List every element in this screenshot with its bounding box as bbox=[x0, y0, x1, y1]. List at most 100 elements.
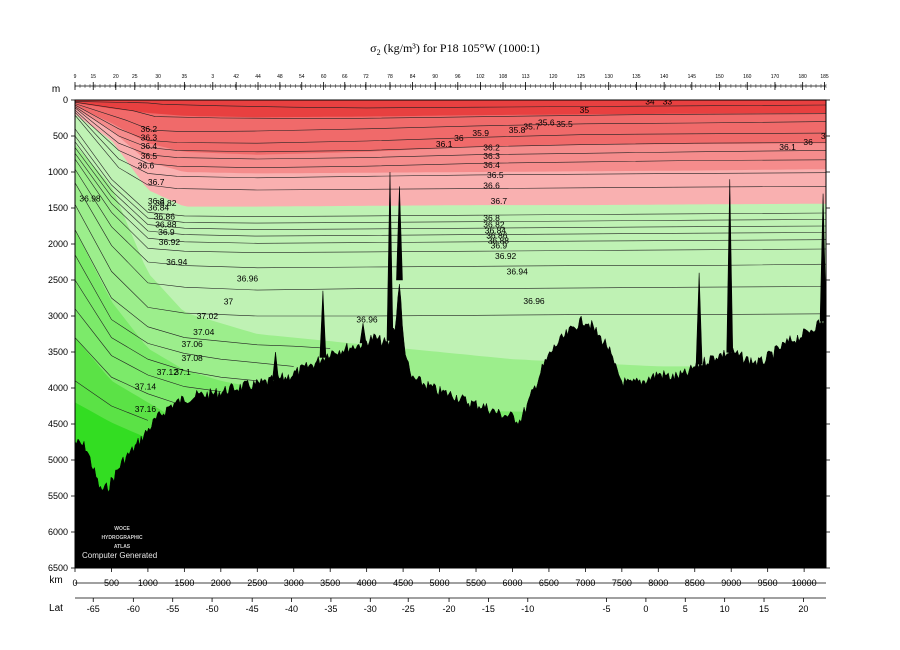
x-tick-label-16: 8000 bbox=[648, 578, 668, 588]
station-label-10: 54 bbox=[299, 74, 305, 80]
lat-tick-label-12: -5 bbox=[603, 604, 611, 614]
lat-axis-label: Lat bbox=[49, 603, 63, 614]
contour-label-42: 36.94 bbox=[166, 257, 188, 267]
contour-label-38: 36.86 bbox=[154, 212, 176, 222]
lat-tick-label-14: 5 bbox=[683, 604, 688, 614]
x-tick-label-6: 3000 bbox=[284, 578, 304, 588]
contour-label-33: 36.7 bbox=[148, 177, 165, 187]
isopycnal-line-22 bbox=[75, 337, 185, 407]
seamount-spike-6 bbox=[726, 179, 734, 353]
x-tick-label-14: 7000 bbox=[575, 578, 595, 588]
contour-label-10: 36.2 bbox=[483, 143, 500, 153]
x-tick-label-12: 6000 bbox=[502, 578, 522, 588]
station-label-8: 44 bbox=[255, 74, 261, 80]
isopycnal-line-7 bbox=[75, 111, 826, 179]
contour-label-8: 36 bbox=[454, 133, 464, 143]
station-label-28: 160 bbox=[743, 74, 752, 80]
isopycnal-line-0 bbox=[75, 101, 826, 109]
contour-label-41: 36.92 bbox=[159, 237, 181, 247]
contour-label-16: 36.8 bbox=[483, 213, 500, 223]
seamount-spike-7 bbox=[819, 193, 826, 322]
lat-tick-label-0: -65 bbox=[87, 604, 100, 614]
isopycnal-line-20 bbox=[75, 279, 258, 382]
contour-label-13: 36.5 bbox=[487, 170, 504, 180]
x-tick-label-2: 1000 bbox=[138, 578, 158, 588]
contour-label-53: 36.96 bbox=[356, 315, 378, 325]
axes: 0500100015002000250030003500400045005000… bbox=[48, 95, 830, 614]
contour-label-39: 36.88 bbox=[155, 220, 177, 230]
seamount-spike-1 bbox=[396, 186, 403, 281]
y-tick-label-8: 4000 bbox=[48, 383, 68, 393]
x-tick-label-11: 5500 bbox=[466, 578, 486, 588]
contour-label-40: 36.9 bbox=[158, 227, 175, 237]
x-tick-label-4: 2000 bbox=[211, 578, 231, 588]
contour-label-48: 37.08 bbox=[182, 353, 204, 363]
station-label-17: 96 bbox=[455, 74, 461, 80]
seamount-spike-4 bbox=[359, 323, 367, 344]
station-label-31: 185 bbox=[820, 74, 829, 80]
contour-label-49: 37.12 bbox=[157, 367, 179, 377]
station-label-26: 145 bbox=[688, 74, 697, 80]
station-label-22: 125 bbox=[577, 74, 586, 80]
lat-tick-label-2: -55 bbox=[166, 604, 179, 614]
contour-label-24: 36.96 bbox=[523, 296, 545, 306]
plot-frame bbox=[74, 99, 827, 569]
isopycnal-line-18 bbox=[75, 229, 331, 349]
contour-label-44: 37 bbox=[224, 297, 234, 307]
seamount-spike-3 bbox=[272, 351, 279, 381]
isopycnal-line-5 bbox=[75, 107, 826, 160]
contour-label-34: 36.98 bbox=[79, 194, 101, 204]
isopycnal-line-6 bbox=[75, 109, 826, 169]
isopycnal-line-8 bbox=[75, 114, 826, 191]
station-label-7: 42 bbox=[233, 74, 239, 80]
contour-label-0: 34 bbox=[645, 96, 655, 106]
station-axis: 9 15 20 25 30 35 3 42 44 48 54 60 66 72 78 84 90 96 102 108… bbox=[74, 74, 829, 90]
x-tick-label-3: 1500 bbox=[174, 578, 194, 588]
y-tick-label-9: 4500 bbox=[48, 419, 68, 429]
x-tick-label-15: 7500 bbox=[612, 578, 632, 588]
lat-tick-label-10: -15 bbox=[482, 604, 495, 614]
station-label-18: 102 bbox=[476, 74, 485, 80]
y-tick-label-6: 3000 bbox=[48, 311, 68, 321]
x-tick-label-20: 10000 bbox=[792, 578, 817, 588]
contour-label-6: 35.8 bbox=[509, 125, 526, 135]
lat-tick-label-16: 15 bbox=[759, 604, 769, 614]
lat-tick-label-13: 0 bbox=[643, 604, 648, 614]
station-label-3: 25 bbox=[132, 74, 138, 80]
contour-label-1: 33 bbox=[663, 96, 673, 106]
contour-label-7: 35.9 bbox=[472, 128, 489, 138]
contour-label-3: 35.5 bbox=[556, 119, 573, 129]
x-tick-label-1: 500 bbox=[104, 578, 119, 588]
station-label-20: 113 bbox=[522, 74, 530, 80]
station-label-19: 108 bbox=[499, 74, 508, 80]
contour-label-12: 36.4 bbox=[483, 160, 500, 170]
contour-label-43: 36.96 bbox=[237, 274, 259, 284]
x-tick-label-9: 4500 bbox=[393, 578, 413, 588]
isopycnal-line-3 bbox=[75, 104, 826, 144]
isopycnal-line-10 bbox=[75, 135, 826, 224]
x-tick-label-18: 9000 bbox=[721, 578, 741, 588]
contour-label-9: 36.1 bbox=[436, 139, 453, 149]
y-tick-label-5: 2500 bbox=[48, 275, 68, 285]
y-tick-label-13: 6500 bbox=[48, 563, 68, 573]
lat-tick-label-4: -45 bbox=[246, 604, 259, 614]
x-axis-label: km bbox=[49, 575, 62, 586]
chart-title: σ2 (kg/m³) for P18 105°W (1000:1) bbox=[370, 41, 540, 57]
isopycnal-line-16 bbox=[75, 182, 826, 291]
contour-label-31: 36.5 bbox=[141, 151, 158, 161]
contour-label-19: 36.86 bbox=[486, 230, 508, 240]
lat-tick-label-9: -20 bbox=[443, 604, 456, 614]
isopycnal-line-4 bbox=[75, 106, 826, 153]
isopycnal-line-19 bbox=[75, 254, 294, 367]
isopycnal-line-9 bbox=[75, 128, 826, 217]
contour-label-36: 36.82 bbox=[155, 198, 177, 208]
lat-tick-label-5: -40 bbox=[285, 604, 298, 614]
seamount-spike-2 bbox=[319, 290, 327, 358]
lat-tick-label-6: -35 bbox=[324, 604, 337, 614]
isopycnal-line-11 bbox=[75, 141, 826, 230]
y-tick-label-0: 0 bbox=[63, 95, 68, 105]
contour-label-29: 36.3 bbox=[141, 132, 158, 142]
isopycnal-line-23 bbox=[75, 380, 149, 421]
contour-label-18: 36.84 bbox=[485, 225, 507, 235]
